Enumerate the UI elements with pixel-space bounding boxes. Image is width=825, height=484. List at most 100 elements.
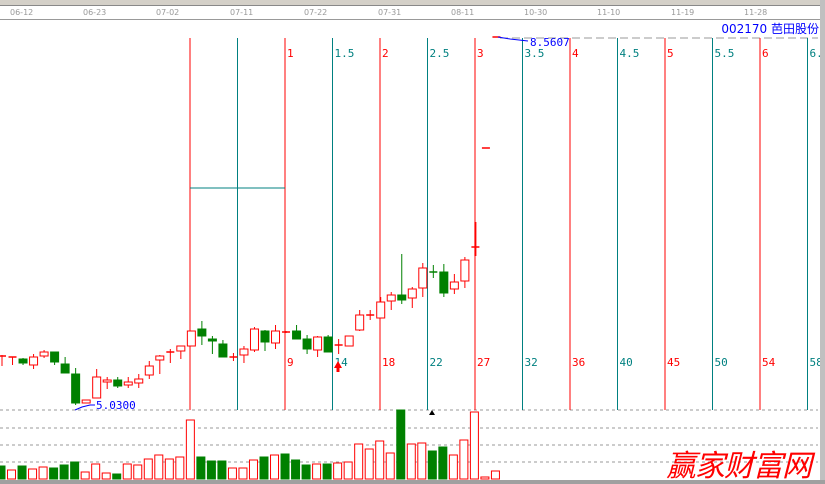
candle-body xyxy=(271,330,281,344)
volume-bar xyxy=(59,464,69,480)
volume-bar xyxy=(322,463,332,480)
candle-body xyxy=(218,343,228,358)
date-label: 07-31 xyxy=(378,8,402,17)
volume-bar xyxy=(154,454,164,480)
candle-body xyxy=(197,328,207,337)
low-price-label: 5.0300 xyxy=(96,399,136,412)
volume-bar xyxy=(164,458,174,480)
date-label: 06-23 xyxy=(83,8,107,17)
volume-bar xyxy=(91,463,101,480)
candle-body xyxy=(39,351,49,357)
stock-title: 002170 芭田股份 xyxy=(721,20,819,37)
volume-bar xyxy=(248,459,258,480)
volume-bar xyxy=(101,472,111,480)
time-top-label: 1.5 xyxy=(335,47,355,60)
stock-name: 芭田股份 xyxy=(770,22,819,36)
time-top-label: 1 xyxy=(287,47,294,60)
candle-body xyxy=(439,271,449,294)
date-axis: 06-12 06-23 07-02 07-11 07-22 07-31 08-1… xyxy=(0,6,820,20)
high-price-label: 8.5607 xyxy=(530,36,570,49)
candle-body xyxy=(207,338,217,342)
volume-bar xyxy=(448,454,458,480)
volume-bar xyxy=(143,458,153,480)
date-label: 08-11 xyxy=(451,8,475,17)
toolbar-strip xyxy=(0,0,825,6)
volume-bar xyxy=(185,419,195,480)
time-top-label: 3.5 xyxy=(525,47,545,60)
time-bottom-label: 18 xyxy=(382,356,395,369)
date-label: 10-30 xyxy=(524,8,548,17)
volume-bar xyxy=(112,473,122,480)
candle-body xyxy=(60,363,70,374)
time-bottom-label: 9 xyxy=(287,356,294,369)
watermark-logo: 赢家财富网 xyxy=(666,449,812,484)
time-top-label: 2 xyxy=(382,47,389,60)
volume-bar xyxy=(28,468,38,480)
volume-bar xyxy=(312,463,322,480)
volume-bar xyxy=(80,471,90,480)
time-bottom-label: 36 xyxy=(572,356,585,369)
volume-bar xyxy=(17,465,27,480)
candle-body xyxy=(249,328,259,351)
volume-bar xyxy=(375,440,385,480)
vertical-scrollbar[interactable] xyxy=(820,0,825,484)
volume-bar xyxy=(70,461,80,480)
volume-bar xyxy=(385,452,395,480)
candle-body xyxy=(134,378,144,384)
candle-body xyxy=(376,301,386,319)
time-bottom-label: 22 xyxy=(430,356,443,369)
candle-body xyxy=(260,330,270,343)
candle-body xyxy=(102,379,112,383)
date-label: 11-10 xyxy=(597,8,621,17)
candle-body xyxy=(29,356,39,366)
volume-bar xyxy=(238,467,248,480)
candle-body xyxy=(81,399,91,404)
time-bottom-label: 45 xyxy=(667,356,680,369)
high-pointer xyxy=(497,36,529,42)
volume-bar xyxy=(427,450,437,480)
candle-body xyxy=(386,294,396,302)
date-label: 07-22 xyxy=(304,8,328,17)
volume-bar xyxy=(206,460,216,480)
volume-bar xyxy=(469,411,479,480)
candle-body xyxy=(155,355,165,361)
candle-body xyxy=(449,281,459,290)
time-top-label: 4.5 xyxy=(620,47,640,60)
time-top-label: 5 xyxy=(667,47,674,60)
volume-bar xyxy=(343,461,353,480)
candle-body xyxy=(176,345,186,352)
date-label: 11-19 xyxy=(671,8,695,17)
candle-body xyxy=(292,330,302,340)
volume-bar xyxy=(333,462,343,480)
volume-bar xyxy=(291,459,301,480)
candle-body xyxy=(18,358,28,364)
time-bottom-label: 40 xyxy=(620,356,633,369)
time-top-label: 6 xyxy=(762,47,769,60)
candle-body xyxy=(313,336,323,351)
candle-body xyxy=(92,376,102,399)
time-bottom-label: 54 xyxy=(762,356,776,369)
volume-bar xyxy=(280,453,290,480)
candle-body xyxy=(113,379,123,387)
date-label: 07-02 xyxy=(156,8,180,17)
volume-bar xyxy=(354,443,364,480)
candle-body xyxy=(239,348,249,356)
volume-bar xyxy=(406,443,416,480)
volume-bar xyxy=(364,448,374,480)
time-top-label: 4 xyxy=(572,47,579,60)
candle-body xyxy=(355,314,365,331)
date-label: 06-12 xyxy=(10,8,34,17)
volume-bar xyxy=(7,469,17,480)
candle-body xyxy=(323,336,333,353)
candle-body xyxy=(123,381,133,386)
candle-body xyxy=(186,330,196,347)
time-top-label: 5.5 xyxy=(715,47,735,60)
volume-bar xyxy=(417,442,427,480)
candle-body xyxy=(50,351,60,363)
volume-bar xyxy=(480,476,490,480)
volume-bar xyxy=(49,467,59,480)
marker-triangle-icon xyxy=(429,410,435,415)
volume-bar xyxy=(490,470,500,480)
